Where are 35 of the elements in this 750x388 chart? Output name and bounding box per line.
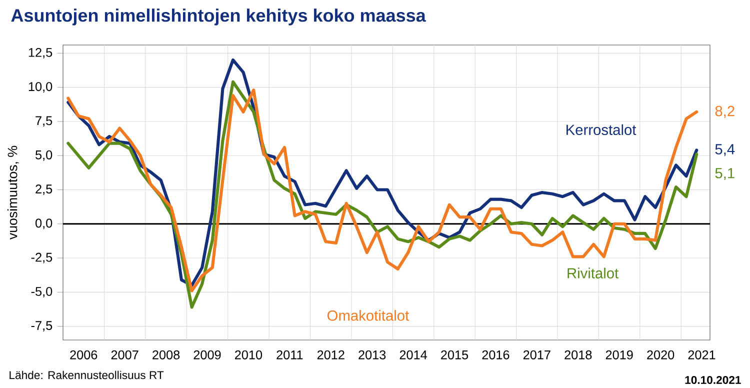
text: Omakotitalot: [327, 310, 410, 321]
text: 10.10.2021: [685, 376, 741, 384]
chart-title: Asuntojen nimellishintojen kehitys koko maassa: [11, 8, 426, 26]
text: Kerrostalot: [566, 124, 636, 135]
x-tick-label: 2008: [152, 350, 180, 360]
x-tick-label: 2016: [482, 350, 510, 360]
x-tick-label: 2019: [606, 350, 633, 360]
data-label: 8,2: [715, 106, 734, 118]
y-tick-label: 7,5: [36, 116, 52, 126]
x-tick-label: 2017: [523, 350, 550, 360]
y-tick-label: 2,5: [36, 184, 52, 195]
text: Lähde: Rakennusteollisuus RT: [10, 370, 164, 379]
x-tick-label: 2018: [564, 350, 592, 360]
y-tick-label: 12,5: [28, 48, 52, 58]
x-tick-label: 2020: [647, 350, 674, 360]
x-tick-label: 2009: [194, 350, 221, 360]
x-tick-label: 2012: [317, 350, 344, 360]
x-tick-label: 2021: [688, 350, 716, 360]
x-tick-label: 2011: [276, 350, 303, 360]
x-tick-label: 2006: [70, 350, 98, 360]
y-tick-label: 10,0: [28, 82, 52, 92]
x-tick-label: 2015: [441, 350, 468, 360]
data-label: 5,1: [715, 168, 734, 180]
data-label: 5,4: [715, 144, 735, 156]
y-tick-label: 0,0: [36, 218, 52, 229]
y-tick-label: -7,5: [31, 320, 52, 332]
y-tick-label: -5,0: [31, 286, 52, 298]
x-tick-label: 2013: [358, 350, 386, 360]
x-tick-label: 2010: [234, 350, 262, 360]
text: Rivitalot: [568, 267, 619, 278]
y-axis-title: vuosimuutos, %: [7, 146, 19, 240]
y-tick-label: -2,5: [31, 252, 52, 264]
x-tick-label: 2014: [400, 350, 427, 360]
x-tick-label: 2007: [111, 350, 138, 360]
y-tick-label: 5,0: [36, 150, 52, 161]
